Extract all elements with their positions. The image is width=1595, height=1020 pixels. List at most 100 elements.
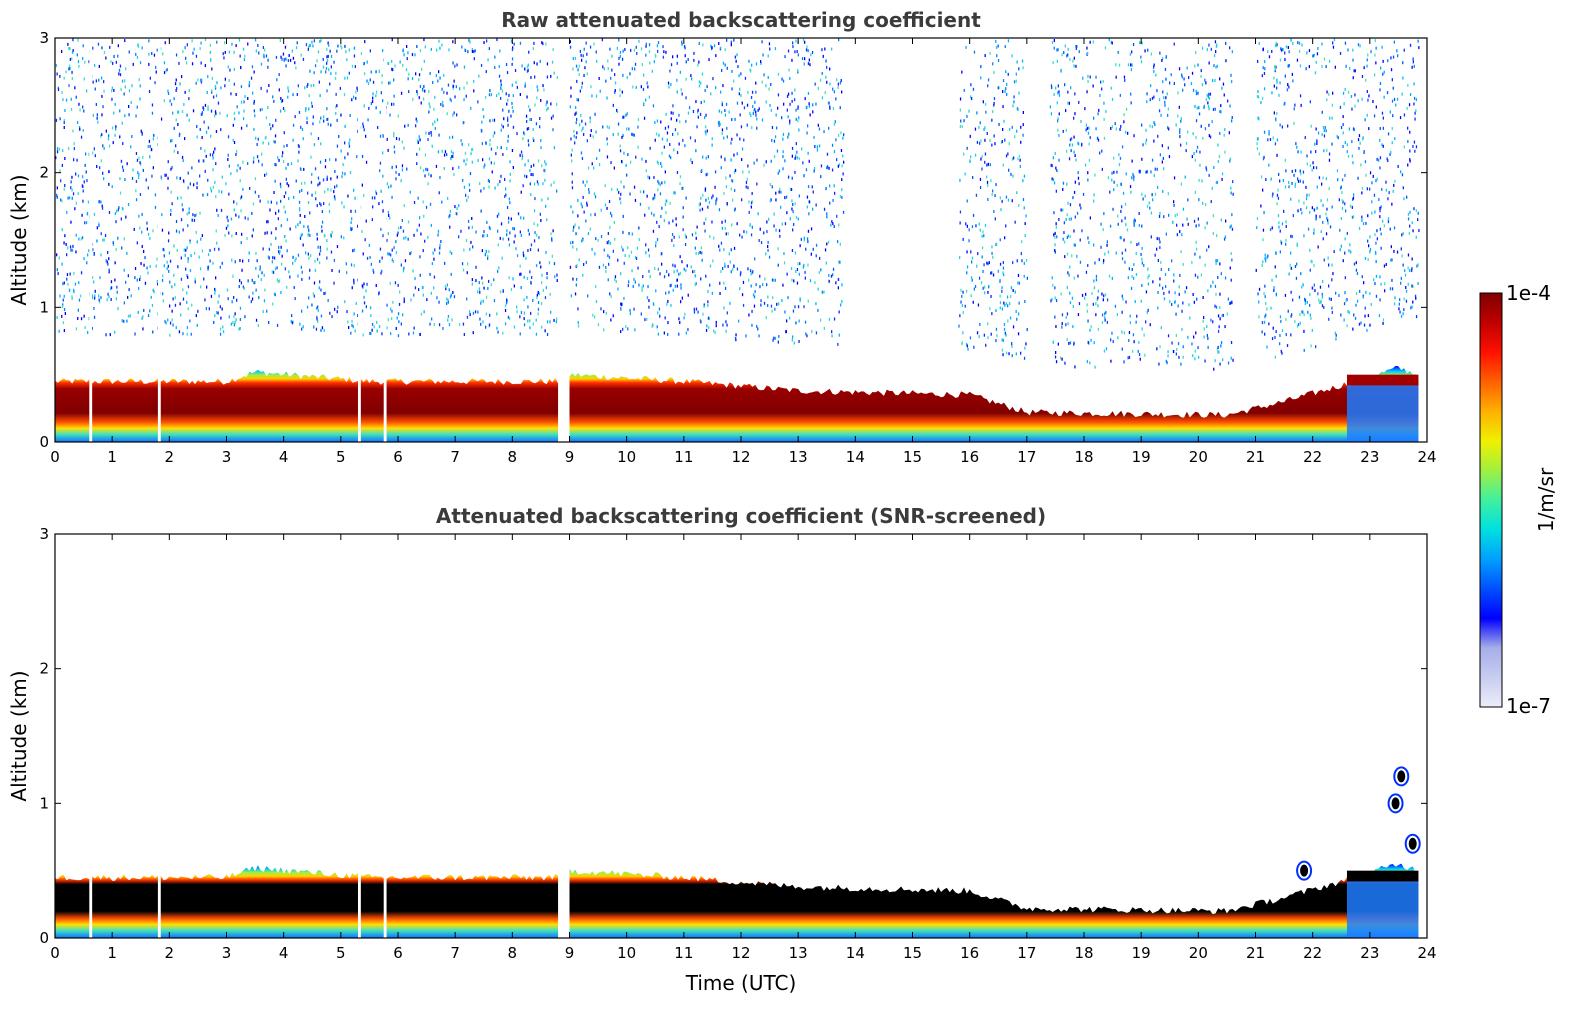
noise-speck: [119, 73, 122, 77]
noise-speck: [1198, 355, 1200, 359]
noise-speck: [704, 187, 707, 191]
noise-speck: [1158, 214, 1161, 218]
noise-speck: [209, 43, 211, 47]
noise-speck: [201, 111, 204, 115]
noise-speck: [1065, 218, 1067, 222]
noise-speck: [116, 209, 118, 213]
noise-speck: [482, 158, 484, 162]
noise-speck: [598, 148, 601, 152]
noise-speck: [620, 201, 622, 205]
noise-speck: [1229, 301, 1232, 305]
noise-speck: [1127, 131, 1129, 135]
noise-speck: [330, 177, 332, 181]
noise-speck: [369, 255, 371, 259]
noise-speck: [255, 318, 258, 322]
noise-speck: [386, 182, 389, 186]
noise-speck: [771, 278, 774, 282]
noise-speck: [1005, 154, 1008, 158]
noise-speck: [978, 125, 980, 129]
noise-speck: [456, 63, 458, 67]
noise-speck: [739, 287, 741, 291]
noise-speck: [131, 84, 133, 88]
noise-speck: [669, 201, 671, 205]
noise-speck: [1287, 46, 1289, 49]
noise-speck: [767, 76, 769, 79]
noise-speck: [581, 205, 583, 209]
noise-speck: [607, 278, 609, 282]
noise-speck: [252, 228, 254, 232]
noise-speck: [750, 284, 752, 288]
noise-speck: [242, 160, 244, 164]
noise-speck: [382, 99, 384, 103]
noise-speck: [1164, 67, 1167, 71]
noise-speck: [1369, 323, 1371, 327]
noise-speck: [695, 236, 697, 240]
noise-speck: [529, 108, 531, 112]
noise-speck: [1177, 304, 1179, 308]
noise-speck: [136, 241, 138, 245]
noise-speck: [363, 295, 365, 299]
noise-speck: [191, 62, 194, 66]
noise-speck: [168, 231, 170, 235]
noise-speck: [1301, 211, 1303, 215]
noise-speck: [279, 109, 282, 113]
noise-speck: [752, 105, 754, 108]
noise-speck: [62, 98, 64, 102]
noise-speck: [798, 157, 800, 161]
noise-speck: [978, 222, 980, 226]
noise-speck: [1158, 237, 1160, 241]
noise-speck: [718, 208, 721, 212]
noise-speck: [618, 190, 620, 194]
noise-speck: [620, 180, 622, 184]
noise-speck: [1173, 200, 1175, 204]
noise-speck: [240, 281, 243, 285]
noise-speck: [175, 78, 177, 82]
noise-speck: [551, 254, 553, 258]
noise-speck: [500, 79, 502, 83]
noise-speck: [95, 79, 97, 83]
noise-speck: [419, 255, 421, 259]
noise-speck: [98, 298, 100, 302]
noise-speck: [488, 185, 490, 189]
noise-speck: [1404, 269, 1406, 273]
noise-speck: [503, 117, 505, 121]
noise-speck: [75, 95, 77, 99]
noise-speck: [786, 319, 788, 323]
noise-speck: [1056, 235, 1058, 239]
noise-speck: [584, 122, 587, 126]
noise-speck: [1008, 352, 1010, 356]
noise-speck: [1147, 48, 1149, 52]
noise-speck: [466, 158, 468, 162]
noise-speck: [986, 261, 988, 265]
noise-speck: [575, 232, 577, 236]
noise-speck: [780, 205, 782, 209]
noise-speck: [991, 245, 993, 249]
noise-speck: [1114, 304, 1117, 308]
noise-speck: [959, 108, 961, 112]
noise-speck: [1097, 289, 1099, 293]
noise-speck: [438, 300, 440, 304]
noise-speck: [199, 47, 201, 51]
noise-speck: [416, 45, 418, 48]
noise-speck: [784, 159, 786, 163]
noise-speck: [370, 314, 372, 317]
noise-speck: [1085, 292, 1087, 296]
noise-speck: [375, 90, 378, 94]
noise-speck: [537, 291, 539, 294]
noise-speck: [593, 42, 595, 46]
noise-speck: [1104, 252, 1106, 256]
noise-speck: [387, 210, 390, 214]
noise-speck: [976, 140, 979, 144]
noise-speck: [524, 84, 526, 88]
noise-speck: [285, 191, 287, 195]
noise-speck: [723, 281, 725, 285]
noise-speck: [239, 327, 241, 330]
noise-speck: [461, 45, 463, 49]
noise-speck: [174, 283, 176, 287]
noise-speck: [508, 197, 510, 201]
noise-speck: [381, 81, 383, 85]
noise-speck: [519, 41, 522, 45]
noise-speck: [215, 276, 217, 280]
noise-speck: [574, 112, 576, 116]
noise-speck: [292, 261, 294, 265]
